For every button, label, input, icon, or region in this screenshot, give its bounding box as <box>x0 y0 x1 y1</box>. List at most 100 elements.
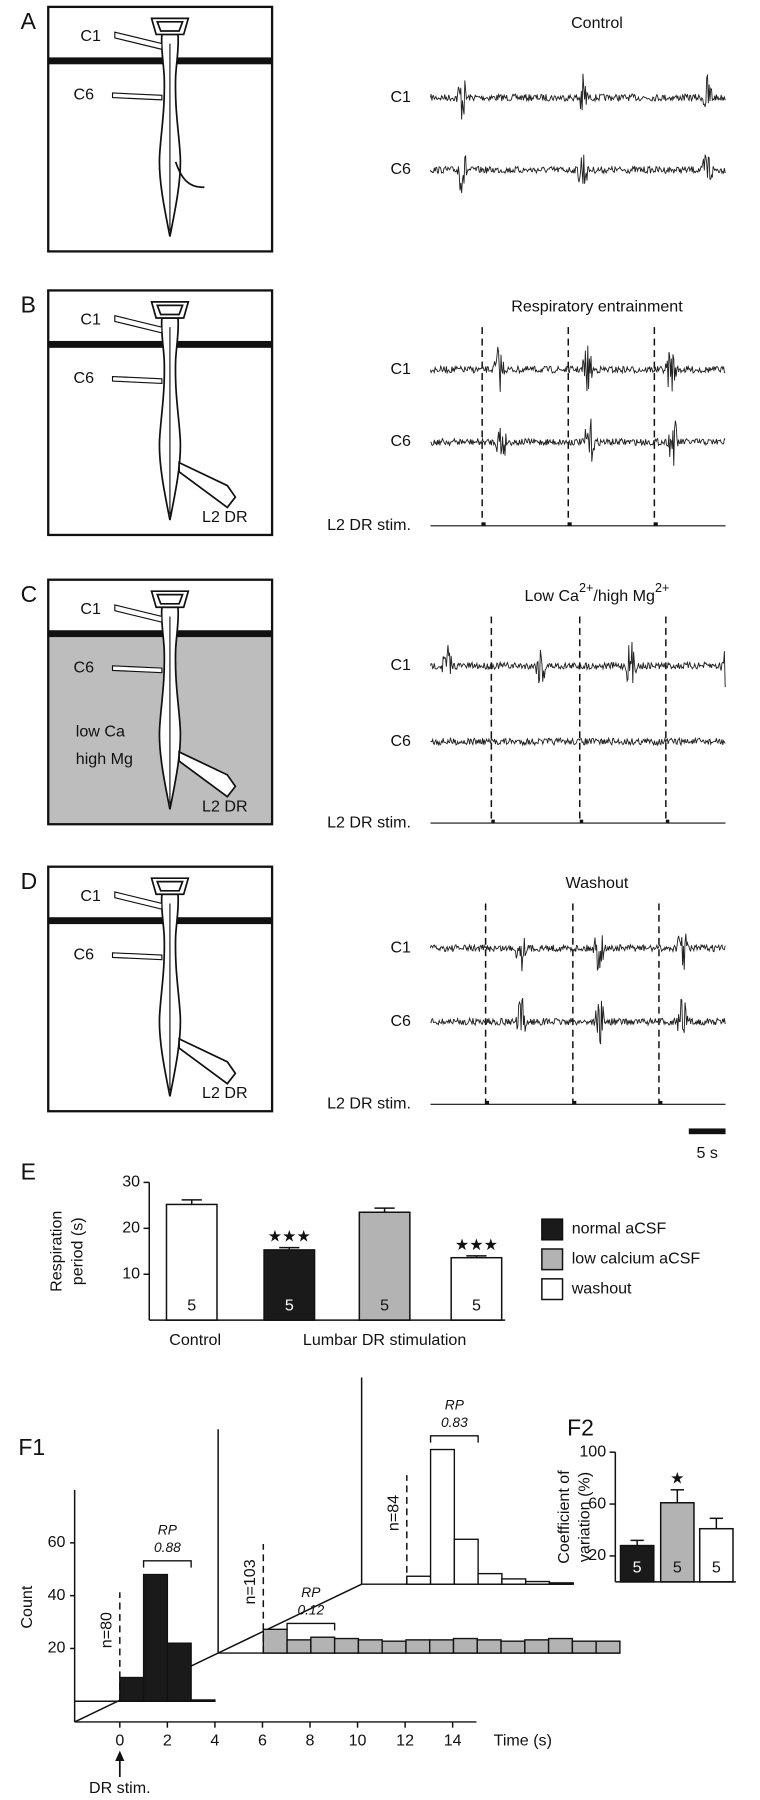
histogram-bar <box>406 1575 432 1585</box>
title-part: Respiratory entrainment <box>511 298 683 316</box>
nerve-trace <box>430 418 726 466</box>
superscript: 2+ <box>655 581 669 595</box>
trace-label: C1 <box>390 938 411 956</box>
stim-label: L2 DR stim. <box>327 516 411 534</box>
nerve-trace <box>430 998 726 1045</box>
histogram-bar <box>500 1640 526 1654</box>
stim-pulse <box>658 1100 663 1105</box>
histogram-bar <box>166 1642 192 1702</box>
y-tick-label: 20 <box>588 1546 606 1564</box>
stim-pulse <box>568 522 572 526</box>
stim-pulse <box>482 522 486 526</box>
histogram-bar <box>119 1676 145 1702</box>
x-category-label: Lumbar DR stimulation <box>303 1331 466 1349</box>
electrode <box>114 31 163 51</box>
bar <box>358 1211 411 1321</box>
n-label: n=80 <box>97 1612 115 1648</box>
histogram-bar <box>571 1640 597 1654</box>
section-bar <box>48 57 273 65</box>
trace-title: Washout <box>566 874 629 892</box>
bar <box>450 1256 503 1321</box>
panel-letter: A <box>21 8 37 34</box>
electrode-label: C1 <box>80 887 101 905</box>
histogram-bar <box>142 1573 169 1702</box>
histogram-bar <box>357 1639 383 1654</box>
rp-label: RP <box>301 1585 321 1600</box>
y-axis-label: period (s) <box>68 1217 86 1285</box>
trace-title: Respiratory entrainment <box>511 298 683 316</box>
stim-pulse <box>579 819 584 824</box>
y-axis-label: variation (%) <box>576 1472 594 1562</box>
title-part: /high Mg <box>593 587 655 605</box>
histogram-bar <box>262 1628 288 1654</box>
stim-label: L2 DR stim. <box>327 1095 411 1113</box>
rp-value: 0.83 <box>441 1415 468 1430</box>
bath-label: high Mg <box>76 750 133 768</box>
root-label: L2 DR <box>202 508 248 526</box>
n-label: 5 <box>472 1297 481 1315</box>
legend-swatch <box>541 1218 564 1241</box>
bar <box>698 1527 734 1583</box>
n-label: 5 <box>285 1297 294 1315</box>
rp-value: 0.12 <box>297 1602 324 1617</box>
x-tick-label: 6 <box>258 1732 267 1750</box>
panel-letter: E <box>21 1158 36 1184</box>
prep-box <box>47 865 274 1113</box>
brainstem <box>150 17 190 36</box>
n-label: 5 <box>712 1558 721 1576</box>
rp-bracket <box>286 1622 336 1631</box>
y-tick-label: 40 <box>48 1586 66 1604</box>
panel-letter: D <box>21 868 38 894</box>
section-bar <box>48 917 273 925</box>
histogram-bar <box>453 1538 479 1585</box>
prep-box <box>47 578 274 826</box>
bar <box>619 1544 655 1583</box>
x-tick-label: 12 <box>396 1732 414 1750</box>
y-tick-label: 60 <box>588 1494 606 1512</box>
legend-label: washout <box>571 1279 632 1297</box>
y-axis-label: Count <box>18 1585 36 1628</box>
section-bar <box>48 340 273 348</box>
histogram-bar <box>524 1580 551 1585</box>
title-part: Washout <box>566 874 629 892</box>
electrode <box>111 665 163 674</box>
stim-arrowhead <box>115 1750 125 1761</box>
legend-swatch <box>541 1278 564 1301</box>
electrode <box>111 375 163 385</box>
trace-label: C6 <box>390 432 411 450</box>
histogram-bar <box>477 1572 503 1585</box>
electrode <box>111 92 163 101</box>
trace-label: C1 <box>390 656 411 674</box>
n-label: 5 <box>673 1558 682 1576</box>
legend-label: low calcium aCSF <box>572 1250 701 1268</box>
bath-label: low Ca <box>76 723 125 741</box>
legend-label: normal aCSF <box>572 1220 667 1238</box>
rp-label: RP <box>445 1398 465 1413</box>
y-axis-label: Coefficient of <box>555 1470 573 1564</box>
x-tick-label: 8 <box>306 1732 315 1750</box>
histogram-bar <box>429 1639 455 1654</box>
histogram-bar <box>286 1639 312 1654</box>
trace-title: Control <box>571 14 623 32</box>
rp-value: 0.88 <box>154 1540 181 1555</box>
root-electrode <box>178 461 237 509</box>
histogram-bar <box>547 1637 574 1654</box>
stim-pulse <box>491 819 495 824</box>
nerve-trace <box>430 345 726 393</box>
electrode-label: C1 <box>80 27 101 45</box>
root-label: L2 DR <box>202 797 248 815</box>
brainstem <box>150 590 190 609</box>
x-tick-label: 4 <box>210 1732 219 1750</box>
electrode-label: C6 <box>73 369 94 387</box>
trace-title: Low Ca2+/high Mg2+ <box>525 581 670 605</box>
bar <box>659 1502 695 1583</box>
n-label: n=103 <box>241 1559 259 1604</box>
root <box>174 161 205 188</box>
root-electrode <box>178 750 237 798</box>
x-tick-label: 0 <box>115 1732 124 1750</box>
y-tick-label: 20 <box>48 1639 66 1657</box>
electrode <box>111 952 163 961</box>
root-label: L2 DR <box>202 1084 248 1102</box>
electrode <box>114 891 163 910</box>
